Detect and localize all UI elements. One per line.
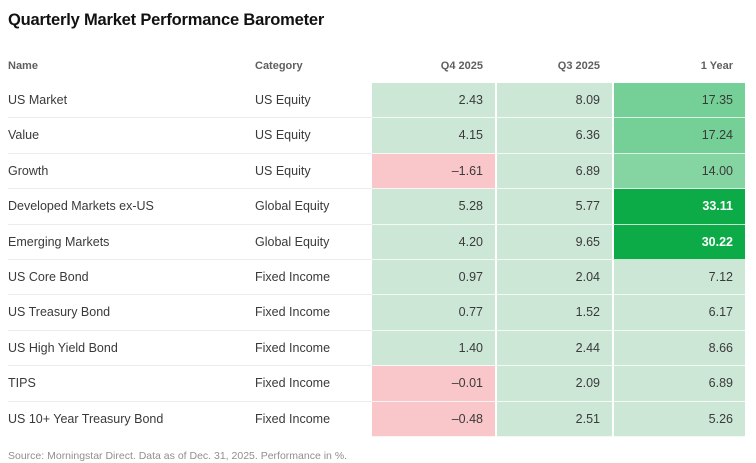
category-cell: Fixed Income: [255, 331, 372, 367]
q3-2025-value-cell: 2.44: [495, 330, 612, 367]
q4-2025-value-cell: 0.77: [372, 295, 495, 331]
q3-2025-value-cell: 9.65: [495, 224, 612, 260]
one-year-value-cell: 30.22: [612, 224, 745, 260]
q3-2025-value-cell: 2.09: [495, 366, 612, 402]
one-year-value-cell: 33.11: [612, 189, 745, 225]
q3-2025-value-cell: 6.89: [495, 153, 612, 190]
category-cell: Global Equity: [255, 189, 372, 225]
one-year-value-cell: 17.24: [612, 118, 745, 154]
category-cell: Fixed Income: [255, 366, 372, 402]
table-row: Growth US Equity –1.61 6.89 14.00: [8, 153, 745, 190]
q4-2025-value-cell: 4.20: [372, 224, 495, 260]
table-row: US High Yield Bond Fixed Income 1.40 2.4…: [8, 330, 745, 367]
q4-2025-value-cell: –0.48: [372, 401, 495, 437]
q4-2025-value-cell: 0.97: [372, 259, 495, 296]
name-cell: Developed Markets ex-US: [8, 189, 255, 225]
table-body: US Market US Equity 2.43 8.09 17.35 Valu…: [8, 83, 745, 437]
column-header-q3-2025: Q3 2025: [557, 60, 600, 72]
category-cell: US Equity: [255, 118, 372, 154]
category-cell: Global Equity: [255, 225, 372, 260]
one-year-value-cell: 7.12: [612, 259, 745, 296]
table-header-row: Name Category Q4 2025 Q3 2025 1 Year: [8, 59, 745, 74]
category-cell: Fixed Income: [255, 295, 372, 331]
source-note: Source: Morningstar Direct. Data as of D…: [8, 449, 348, 462]
q4-2025-value-cell: 1.40: [372, 330, 495, 367]
name-cell: US High Yield Bond: [8, 331, 255, 367]
column-header-1-year: 1 Year: [700, 60, 733, 72]
name-cell: Emerging Markets: [8, 225, 255, 260]
table-row: TIPS Fixed Income –0.01 2.09 6.89: [8, 366, 745, 402]
q3-2025-value-cell: 2.04: [495, 259, 612, 296]
column-header-category: Category: [255, 60, 303, 72]
q4-2025-value-cell: –1.61: [372, 153, 495, 190]
category-cell: US Equity: [255, 83, 372, 119]
name-cell: Value: [8, 118, 255, 154]
q4-2025-value-cell: –0.01: [372, 366, 495, 402]
q3-2025-value-cell: 5.77: [495, 189, 612, 225]
one-year-value-cell: 14.00: [612, 153, 745, 190]
table-row: US Treasury Bond Fixed Income 0.77 1.52 …: [8, 295, 745, 331]
q4-2025-value-cell: 4.15: [372, 118, 495, 154]
one-year-value-cell: 6.17: [612, 295, 745, 331]
table-row: US Core Bond Fixed Income 0.97 2.04 7.12: [8, 259, 745, 296]
q3-2025-value-cell: 1.52: [495, 295, 612, 331]
category-cell: US Equity: [255, 154, 372, 190]
category-cell: Fixed Income: [255, 260, 372, 296]
table-row: Emerging Markets Global Equity 4.20 9.65…: [8, 224, 745, 260]
name-cell: US Core Bond: [8, 260, 255, 296]
q3-2025-value-cell: 8.09: [495, 83, 612, 119]
table-row: US 10+ Year Treasury Bond Fixed Income –…: [8, 401, 745, 437]
name-cell: TIPS: [8, 366, 255, 402]
table-row: Value US Equity 4.15 6.36 17.24: [8, 118, 745, 154]
q4-2025-value-cell: 2.43: [372, 83, 495, 119]
name-cell: US Market: [8, 83, 255, 119]
table-row: Developed Markets ex-US Global Equity 5.…: [8, 189, 745, 225]
q4-2025-value-cell: 5.28: [372, 189, 495, 225]
q3-2025-value-cell: 2.51: [495, 401, 612, 437]
table-row: US Market US Equity 2.43 8.09 17.35: [8, 83, 745, 119]
name-cell: US Treasury Bond: [8, 295, 255, 331]
one-year-value-cell: 5.26: [612, 401, 745, 437]
category-cell: Fixed Income: [255, 411, 331, 426]
name-cell: US 10+ Year Treasury Bond: [8, 411, 164, 426]
one-year-value-cell: 6.89: [612, 366, 745, 402]
name-cell: Growth: [8, 154, 255, 190]
page-title: Quarterly Market Performance Barometer: [8, 11, 325, 29]
column-header-q4-2025: Q4 2025: [440, 60, 483, 72]
column-header-name: Name: [8, 60, 38, 72]
q3-2025-value-cell: 6.36: [495, 118, 612, 154]
one-year-value-cell: 17.35: [612, 83, 745, 119]
one-year-value-cell: 8.66: [612, 330, 745, 367]
